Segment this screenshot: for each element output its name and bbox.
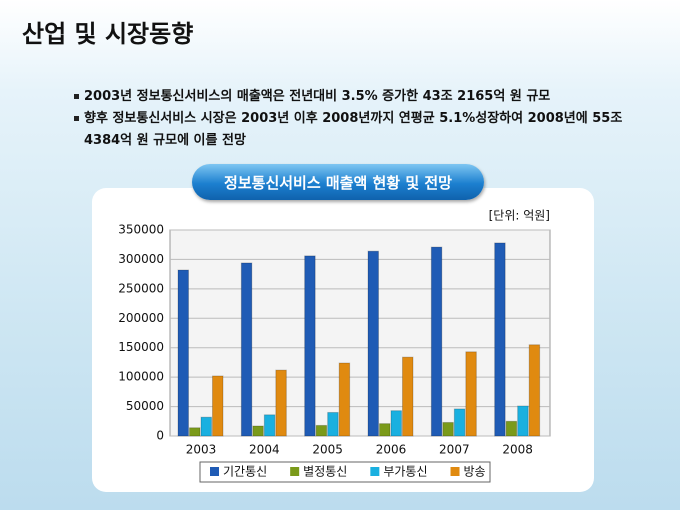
y-tick-label: 300000 [118,252,164,266]
bar [177,269,189,437]
x-tick-label: 2003 [186,443,217,457]
y-tick-label: 250000 [118,281,164,295]
bar [528,344,541,437]
slide-title: 산업 및 시장동향 [22,20,194,48]
bar [212,375,224,437]
y-tick-label: 350000 [118,223,164,237]
bar [390,410,402,437]
bar [453,408,466,437]
bullet: 2003년 정보통신서비스의 매출액은 전년대비 3.5% 증가한 43조 21… [72,86,632,108]
y-tick-label: 50000 [126,399,164,413]
bar [494,242,506,437]
bar [327,411,339,437]
bar [315,424,328,437]
y-tick-label: 0 [156,429,164,443]
legend-swatch [450,467,460,476]
x-tick-label: 2008 [502,443,533,457]
legend-label: 기간통신 [223,465,267,479]
bullet: 향후 정보통신서비스 시장은 2003년 이후 2008년까지 연평균 5.1%… [72,108,632,152]
bar [338,362,351,437]
unit-label: [단위: 억원] [489,209,550,223]
legend-label: 방송 [464,465,486,479]
bar [200,416,212,437]
bar [442,421,454,437]
y-tick-label: 150000 [118,340,164,354]
x-tick-label: 2007 [439,443,470,457]
legend-label: 별정통신 [303,465,347,479]
x-tick-label: 2005 [312,443,343,457]
bar [263,414,276,437]
x-tick-label: 2004 [249,443,280,457]
bullet-list: 2003년 정보통신서비스의 매출액은 전년대비 3.5% 증가한 43조 21… [72,86,632,152]
chart-title: 정보통신서비스 매출액 현황 및 전망 [192,164,484,200]
bar [379,423,391,437]
bar [304,255,316,437]
bar [517,405,529,437]
legend-swatch [210,467,219,476]
legend-swatch [290,467,300,476]
bar [252,425,264,437]
bar [240,262,253,437]
y-tick-label: 200000 [118,311,164,325]
bar [189,427,201,437]
bar [505,420,518,437]
y-tick-label: 100000 [118,370,164,384]
bar [402,356,414,437]
plot-area [169,229,551,437]
bar [275,369,287,437]
legend-swatch [370,467,380,476]
x-tick-label: 2006 [376,443,407,457]
bar [465,351,477,437]
bar [430,246,443,437]
legend-label: 부가통신 [383,465,427,479]
legend-box [199,461,491,483]
bar [367,250,379,437]
